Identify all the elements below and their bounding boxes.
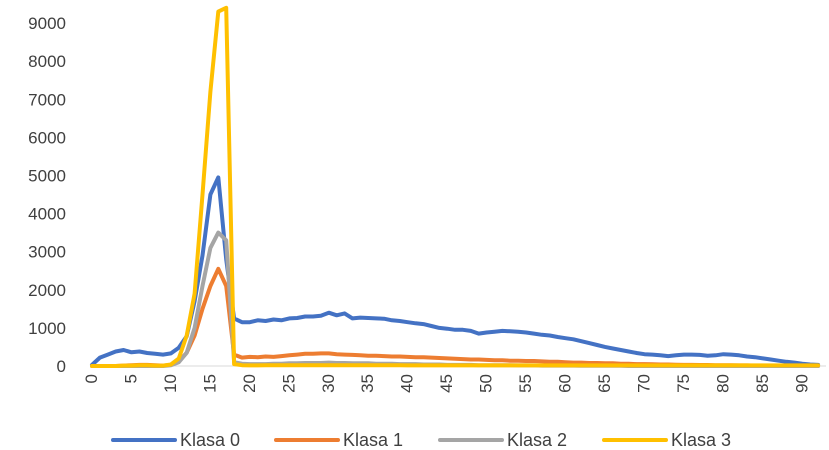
x-tick-label: 35: [358, 374, 377, 393]
y-tick-label: 9000: [28, 14, 66, 33]
x-tick-label: 50: [477, 374, 496, 393]
x-tick-label: 70: [634, 374, 653, 393]
legend-label: Klasa 1: [343, 430, 403, 450]
x-tick-label: 0: [82, 374, 101, 383]
x-tick-label: 20: [240, 374, 259, 393]
y-tick-label: 6000: [28, 128, 66, 147]
y-tick-label: 2000: [28, 281, 66, 300]
series-line-klasa-0: [90, 175, 821, 367]
x-tick-label: 55: [516, 374, 535, 393]
x-tick-label: 15: [200, 374, 219, 393]
plot-area: [90, 5, 821, 368]
series-line-klasa-1: [90, 266, 821, 368]
x-tick-label: 85: [753, 374, 772, 393]
y-tick-label: 3000: [28, 243, 66, 262]
legend: Klasa 0 Klasa 1 Klasa 2 Klasa 3: [111, 430, 731, 450]
y-tick-label: 1000: [28, 319, 66, 338]
legend-label: Klasa 2: [507, 430, 567, 450]
series-line-klasa-3: [90, 5, 821, 368]
x-tick-label: 5: [121, 374, 140, 383]
y-tick-label: 8000: [28, 52, 66, 71]
x-tick-label: 25: [279, 374, 298, 393]
x-tick-label: 80: [713, 374, 732, 393]
x-axis-tick-labels: 0 5 10 15 20 25 30 35 40 45 50 55 60 65 70 75 80 85 90: [82, 374, 811, 393]
y-tick-label: 0: [57, 357, 66, 376]
legend-label: Klasa 3: [671, 430, 731, 450]
x-tick-label: 65: [595, 374, 614, 393]
x-tick-label: 75: [674, 374, 693, 393]
x-tick-label: 60: [556, 374, 575, 393]
x-tick-label: 30: [319, 374, 338, 393]
y-axis-tick-labels: 0 1000 2000 3000 4000 5000 6000 7000 8000 9000: [28, 14, 66, 376]
legend-label: Klasa 0: [180, 430, 240, 450]
x-tick-label: 90: [792, 374, 811, 393]
y-tick-label: 7000: [28, 90, 66, 109]
x-tick-label: 10: [161, 374, 180, 393]
y-tick-label: 5000: [28, 166, 66, 185]
y-tick-label: 4000: [28, 205, 66, 224]
x-tick-label: 45: [437, 374, 456, 393]
x-tick-label: 40: [398, 374, 417, 393]
